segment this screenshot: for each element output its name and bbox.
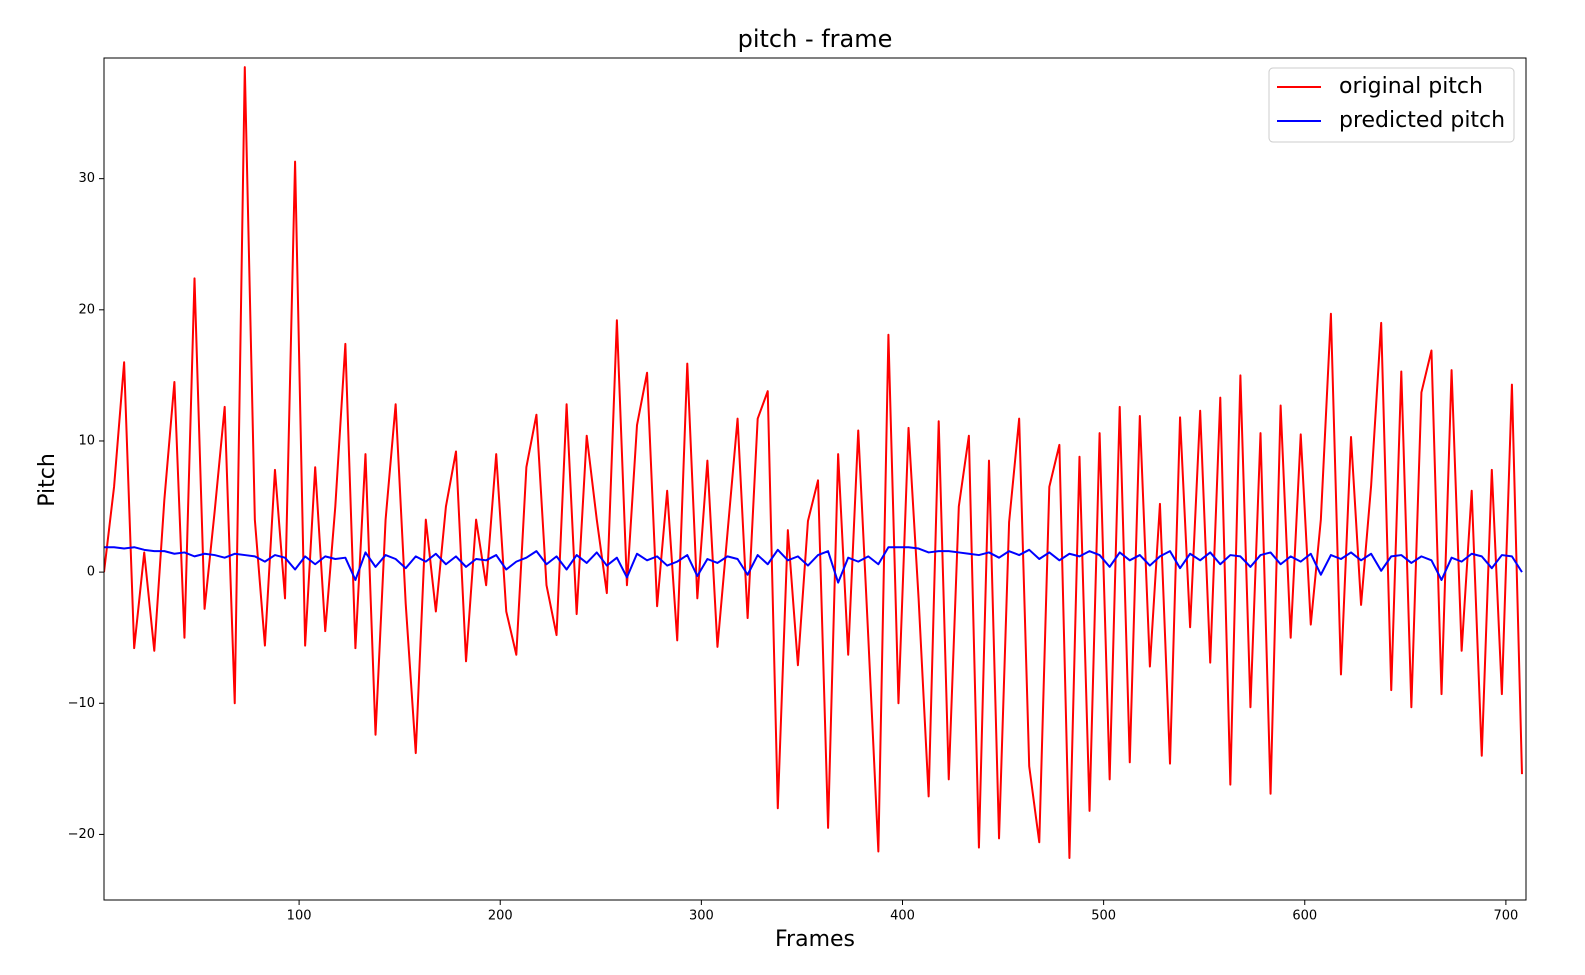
x-tick-label: 200 — [488, 909, 513, 924]
x-tick-label: 400 — [890, 909, 915, 924]
x-tick-label: 300 — [689, 909, 714, 924]
y-tick-label: 20 — [78, 302, 95, 317]
y-tick-label: 0 — [87, 565, 95, 580]
y-tick-label: −20 — [68, 827, 95, 842]
y-tick-label: −10 — [68, 696, 95, 711]
chart-title: pitch - frame — [738, 25, 893, 53]
series-line — [104, 66, 1523, 860]
x-tick-label: 500 — [1091, 909, 1116, 924]
y-tick-label: 30 — [78, 171, 95, 186]
x-tick-label: 100 — [287, 909, 312, 924]
y-tick-label: 10 — [78, 433, 95, 448]
y-axis-label: Pitch — [35, 453, 60, 507]
x-tick-label: 700 — [1493, 909, 1518, 924]
series-line — [104, 546, 1523, 584]
legend-label: predicted pitch — [1339, 108, 1505, 133]
x-tick-label: 600 — [1292, 909, 1317, 924]
legend-label: original pitch — [1339, 74, 1483, 99]
plot-frame — [103, 57, 1527, 901]
x-axis-label: Frames — [775, 927, 855, 952]
legend-box — [1268, 67, 1515, 143]
